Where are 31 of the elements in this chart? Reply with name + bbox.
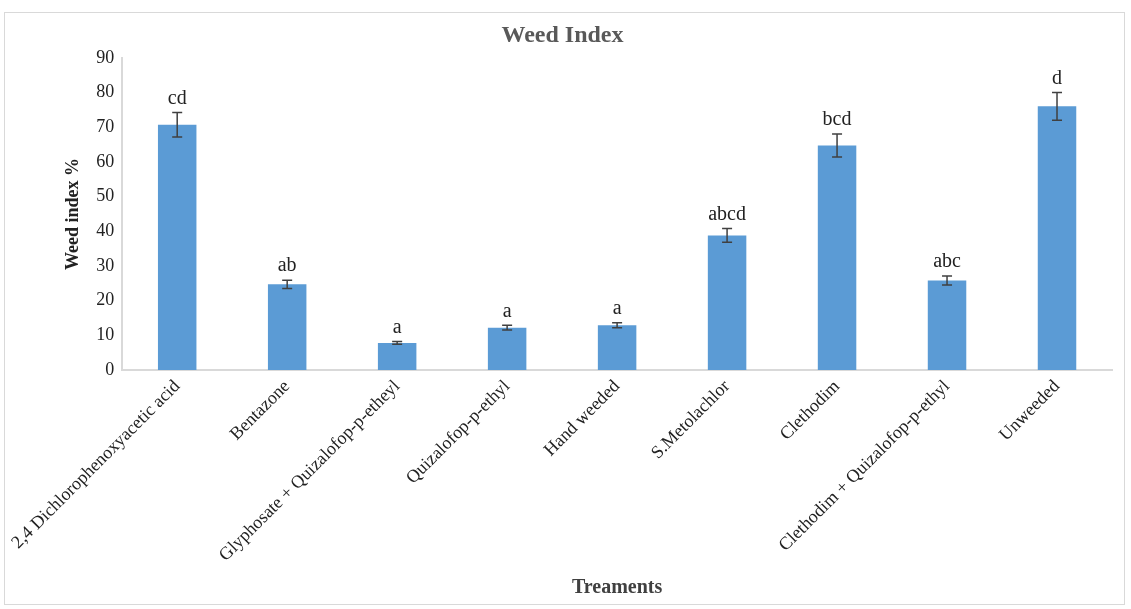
annotation: a: [502, 298, 512, 321]
y-tick-label: 20: [96, 289, 115, 310]
bar: [707, 235, 747, 371]
y-tick-label: 80: [96, 81, 115, 102]
y-tick-label: 60: [96, 150, 115, 171]
bar: [157, 124, 197, 371]
annotation: abcd: [708, 201, 746, 224]
annotation: ab: [277, 253, 297, 276]
annotation: abc: [933, 249, 962, 272]
y-tick-label: 40: [96, 219, 115, 240]
y-tick-label: 70: [96, 115, 115, 136]
x-axis-title: Treaments: [571, 575, 663, 598]
bar: [1037, 106, 1077, 371]
annotation: a: [612, 296, 622, 319]
bar: [267, 284, 307, 371]
y-tick-label: 0: [105, 358, 115, 379]
y-tick-label: 10: [96, 324, 115, 345]
y-tick-label: 30: [96, 254, 115, 275]
annotation: cd: [167, 85, 187, 108]
bar: [817, 145, 857, 371]
annotation: bcd: [822, 107, 852, 130]
chart-title: Weed Index: [501, 20, 624, 47]
bar: [597, 325, 637, 371]
bar: [487, 327, 527, 371]
bar: [377, 342, 417, 371]
y-tick-label: 50: [96, 185, 115, 206]
annotation: a: [392, 314, 402, 337]
y-tick-label: 90: [96, 46, 115, 67]
annotation: d: [1052, 65, 1063, 88]
y-axis-title: Weed index %: [62, 157, 83, 270]
bar: [927, 280, 967, 371]
